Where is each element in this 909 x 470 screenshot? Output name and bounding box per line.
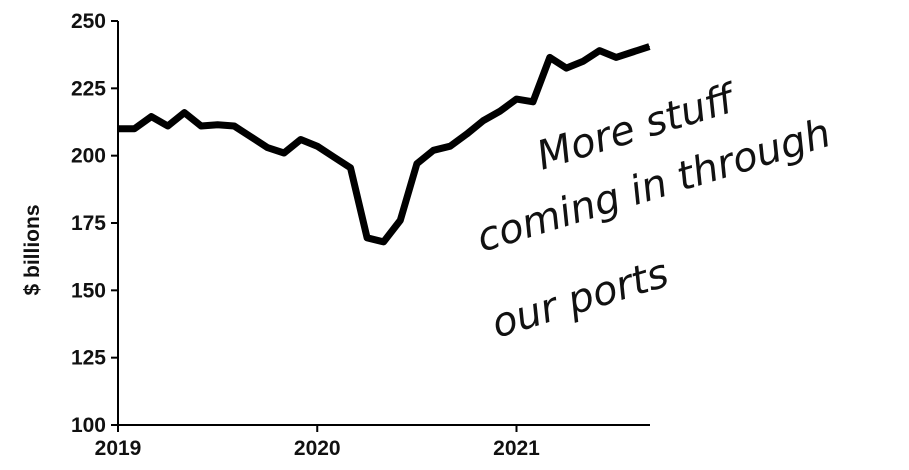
x-tick-label: 2021 (493, 437, 540, 460)
data-point (416, 163, 418, 165)
y-tick-label: 175 (71, 212, 106, 235)
y-tick-label: 125 (71, 347, 106, 370)
data-point (333, 156, 335, 158)
data-point (134, 128, 136, 130)
data-point (516, 98, 518, 100)
data-point (383, 241, 385, 243)
data-point (466, 133, 468, 135)
data-point (565, 67, 567, 69)
data-point (167, 125, 169, 127)
data-point (266, 147, 268, 149)
data-point (283, 152, 285, 154)
series-layer (117, 43, 651, 246)
data-point (350, 167, 352, 169)
data-point (599, 50, 601, 52)
data-point (499, 110, 501, 112)
data-point (532, 101, 534, 103)
y-tick-label: 150 (71, 279, 106, 302)
data-point (316, 145, 318, 147)
data-point (300, 139, 302, 141)
data-point (449, 145, 451, 147)
data-point (582, 60, 584, 62)
handwritten-annotation: More stuff coming in through our ports (471, 75, 836, 348)
tick-labels: 100 125 150 175 200 225 250 2019 2020 2021 (71, 10, 540, 460)
data-point (432, 149, 434, 151)
y-tick-label: 225 (71, 77, 106, 100)
y-axis-label: $ billions (21, 204, 44, 295)
data-point (250, 136, 252, 138)
data-point (549, 56, 551, 58)
data-point (648, 46, 650, 48)
data-point (183, 112, 185, 114)
data-point (200, 125, 202, 127)
x-tick-label: 2020 (294, 437, 341, 460)
data-point (117, 128, 119, 130)
axes (111, 20, 650, 432)
x-tick-label: 2019 (95, 437, 142, 460)
data-point (399, 219, 401, 221)
data-point (482, 120, 484, 122)
data-point (217, 124, 219, 126)
annotation-line-3: our ports (486, 250, 673, 347)
y-tick-label: 100 (71, 414, 106, 437)
y-tick-label: 200 (71, 145, 106, 168)
y-tick-label: 250 (71, 10, 106, 33)
data-point (150, 116, 152, 118)
data-point (366, 237, 368, 239)
data-point (233, 125, 235, 127)
data-point (615, 56, 617, 58)
data-point (632, 51, 634, 53)
